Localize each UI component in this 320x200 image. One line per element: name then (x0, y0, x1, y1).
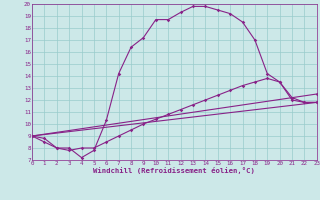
X-axis label: Windchill (Refroidissement éolien,°C): Windchill (Refroidissement éolien,°C) (93, 168, 255, 174)
